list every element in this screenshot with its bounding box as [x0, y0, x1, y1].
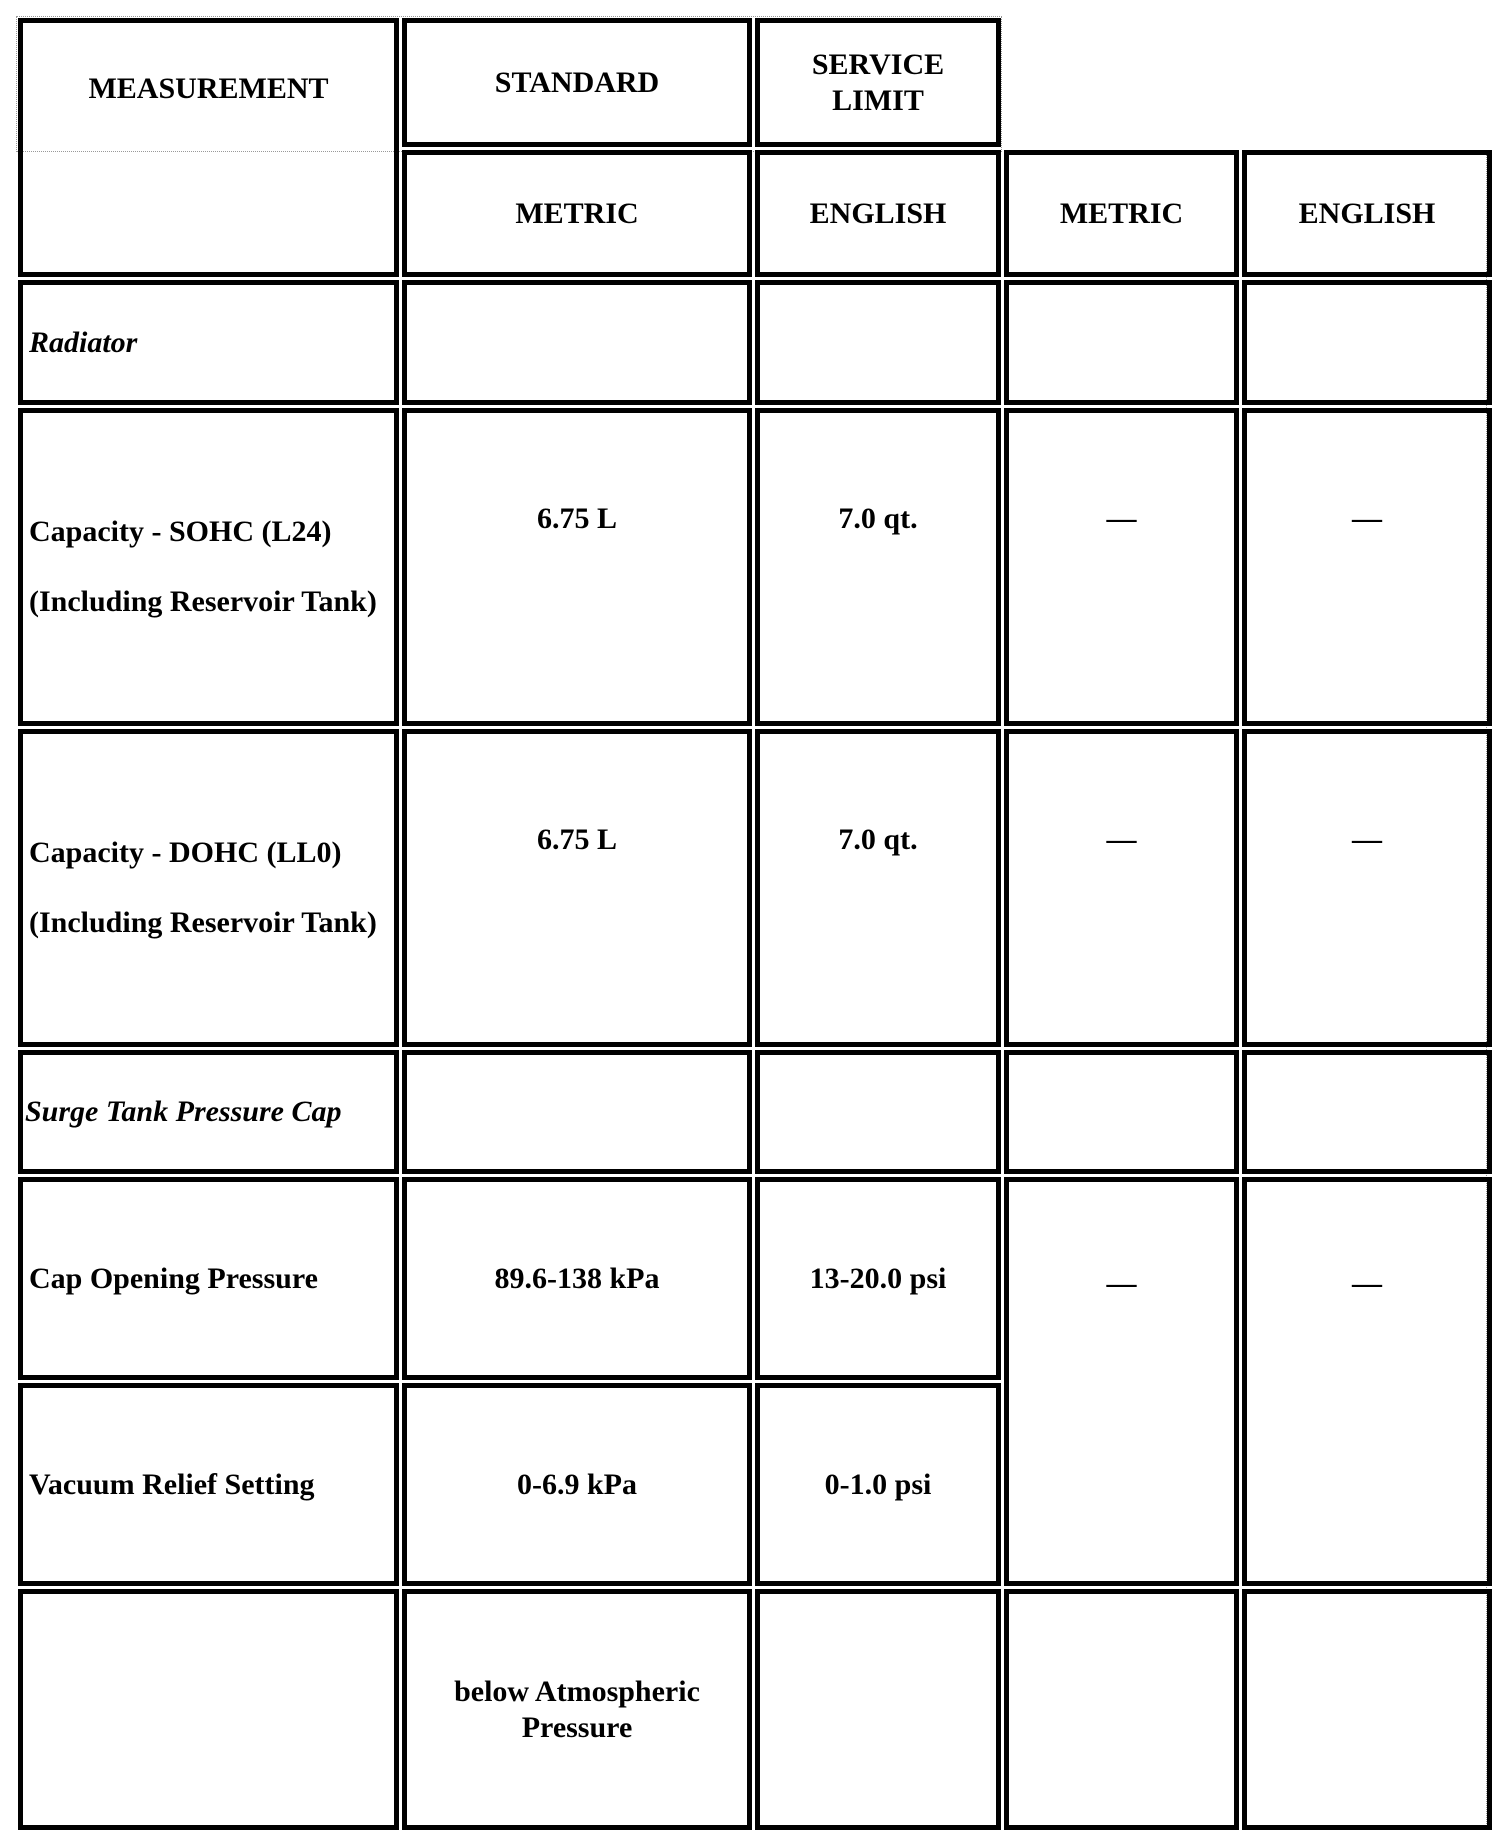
section-label: Surge Tank Pressure Cap [25, 1095, 342, 1128]
value: 13-20.0 psi [809, 1261, 947, 1295]
sohc-sl-english: — [1242, 408, 1492, 726]
header-service-metric: METRIC [1004, 150, 1239, 277]
header-text: ENGLISH [809, 196, 947, 230]
row-vacuum-label: Vacuum Relief Setting [18, 1383, 399, 1586]
table-frame-right [998, 150, 1487, 1830]
empty-cell [18, 1589, 399, 1830]
sohc-sl-metric: — [1004, 408, 1239, 726]
value: 7.0 qt. [838, 502, 918, 535]
section-surge-tank: Surge Tank Pressure Cap [18, 1050, 399, 1174]
below-atmospheric-metric: below Atmospheric Pressure [402, 1589, 752, 1830]
section-radiator: Radiator [18, 280, 399, 405]
empty-cell [1242, 1050, 1492, 1174]
header-text: MEASUREMENT [88, 72, 329, 105]
header-service-english: ENGLISH [1242, 150, 1492, 277]
measurement-label: Cap Opening Pressure [29, 1261, 318, 1295]
measurement-label: Capacity - DOHC (LL0) [29, 836, 342, 869]
value: 0-1.0 psi [824, 1467, 932, 1501]
value: 7.0 qt. [838, 823, 918, 856]
empty-cell [755, 1050, 1001, 1174]
value: — [1352, 1267, 1382, 1300]
section-label: Radiator [29, 325, 138, 359]
cap-opening-metric: 89.6-138 kPa [402, 1177, 752, 1380]
empty-cell [755, 280, 1001, 405]
header-measurement: MEASUREMENT [18, 18, 399, 277]
dohc-english: 7.0 qt. [755, 729, 1001, 1047]
dohc-metric: 6.75 L [402, 729, 752, 1047]
empty-cell [1004, 1589, 1239, 1830]
value: — [1106, 823, 1137, 856]
row-sohc-label: Capacity - SOHC (L24) (Including Reservoi… [18, 408, 399, 726]
vacuum-english: 0-1.0 psi [755, 1383, 1001, 1586]
specifications-table: MEASUREMENT STANDARD SERVICE LIMIT METRI… [18, 18, 1492, 1830]
row-cap-opening-label: Cap Opening Pressure [18, 1177, 399, 1380]
value: 6.75 L [536, 823, 617, 856]
header-text: METRIC [515, 196, 639, 230]
value: below Atmospheric Pressure [454, 1674, 700, 1744]
value: — [1106, 1267, 1137, 1300]
measurement-note: (Including Reservoir Tank) [29, 585, 377, 618]
value: 6.75 L [536, 502, 617, 535]
value: 89.6-138 kPa [494, 1261, 660, 1295]
empty-cell [402, 1050, 752, 1174]
empty-cell [1004, 1050, 1239, 1174]
header-text: METRIC [1059, 196, 1184, 230]
empty-cell [1242, 1589, 1492, 1830]
empty-cell [1004, 280, 1239, 405]
dohc-sl-metric: — [1004, 729, 1239, 1047]
header-standard: STANDARD [402, 18, 752, 147]
cap-opening-sl-english: — [1242, 1177, 1492, 1586]
header-standard-english: ENGLISH [755, 150, 1001, 277]
header-text: STANDARD [494, 65, 660, 99]
measurement-label: Capacity - SOHC (L24) [29, 515, 332, 548]
measurement-note: (Including Reservoir Tank) [29, 906, 377, 939]
cap-opening-sl-metric: — [1004, 1177, 1239, 1586]
header-service-limit: SERVICE LIMIT [755, 18, 1001, 147]
header-standard-metric: METRIC [402, 150, 752, 277]
vacuum-metric: 0-6.9 kPa [402, 1383, 752, 1586]
header-text: SERVICE LIMIT [811, 47, 945, 117]
dohc-sl-english: — [1242, 729, 1492, 1047]
empty-cell [755, 1589, 1001, 1830]
value: — [1106, 502, 1137, 535]
value: — [1352, 823, 1382, 856]
row-dohc-label: Capacity - DOHC (LL0) (Including Reservoi… [18, 729, 399, 1047]
sohc-metric: 6.75 L [402, 408, 752, 726]
empty-cell [402, 280, 752, 405]
measurement-label: Vacuum Relief Setting [29, 1467, 315, 1501]
cap-opening-english: 13-20.0 psi [755, 1177, 1001, 1380]
sohc-english: 7.0 qt. [755, 408, 1001, 726]
value: 0-6.9 kPa [517, 1467, 637, 1501]
value: — [1352, 502, 1382, 535]
empty-cell [1242, 280, 1492, 405]
header-text: ENGLISH [1298, 196, 1436, 230]
